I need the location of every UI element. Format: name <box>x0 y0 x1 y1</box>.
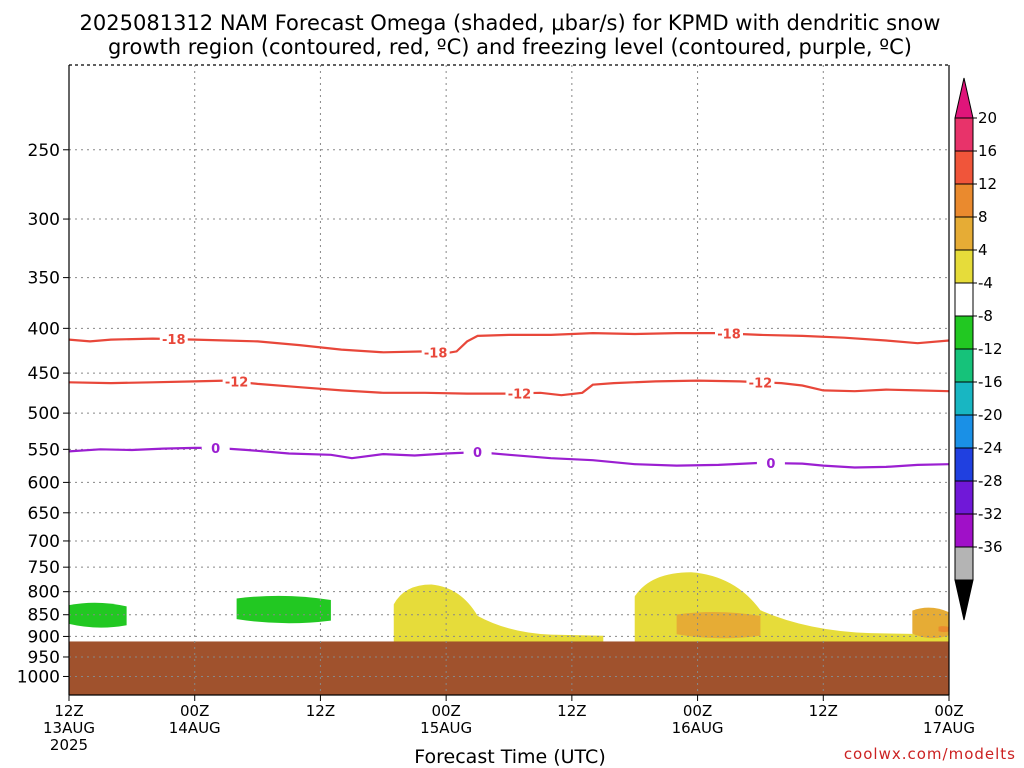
contour-label-bg <box>756 455 785 472</box>
y-tick-label: 700 <box>28 532 60 552</box>
contour-label-bg <box>222 373 251 390</box>
x-tick-label: 16AUG <box>672 719 724 737</box>
colorbar-segment <box>954 216 974 251</box>
x-tick-label: 12Z <box>306 702 335 720</box>
contour-label-bg <box>159 331 188 348</box>
contour-label--18: -18 <box>424 346 448 361</box>
y-tick-label: 400 <box>28 319 60 339</box>
y-tick-label: 500 <box>28 404 60 424</box>
x-axis-title: Forecast Time (UTC) <box>414 746 605 768</box>
shaded-region-2 <box>393 584 604 642</box>
colorbar-segment <box>954 546 974 581</box>
colorbar-label: -32 <box>978 505 1003 523</box>
contour-label--12: -12 <box>749 376 773 391</box>
shaded-region-5 <box>912 607 949 639</box>
colorbar-segment <box>954 117 974 152</box>
shaded-region-0 <box>69 602 127 628</box>
colorbar-segment <box>954 480 974 515</box>
contour-label-bg <box>505 385 534 402</box>
colorbar-segment <box>954 414 974 449</box>
contour-label--18: -18 <box>162 333 186 348</box>
colorbar-segment <box>954 282 974 317</box>
colorbar: 20 16 12 8 4 -4 -8 -12 -16 -20 -24 -28 -32 -36 <box>954 77 1003 621</box>
colorbar-bottom-arrow <box>954 579 974 621</box>
colorbar-label: 16 <box>978 142 997 160</box>
colorbar-label: -12 <box>978 340 1003 358</box>
y-tick-label: 450 <box>28 364 60 384</box>
watermark: coolwx.com/modelts <box>844 745 1016 763</box>
colorbar-label: -8 <box>978 307 993 325</box>
colorbar-segment <box>954 315 974 350</box>
colorbar-segment <box>954 249 974 284</box>
contour-line--18 <box>68 331 950 355</box>
x-tick-label: 13AUG <box>43 719 95 737</box>
contour-label--12: -12 <box>225 376 249 391</box>
contour-label-bg <box>715 325 743 342</box>
x-tick-label: 00Z <box>683 702 712 720</box>
grid-lines <box>69 65 949 695</box>
x-tick-label: 00Z <box>934 702 963 720</box>
y-axis: 2503003504004505005506006507007508008509… <box>17 65 70 695</box>
colorbar-label: -20 <box>978 406 1003 424</box>
x-tick-label: 15AUG <box>420 719 472 737</box>
y-tick-label: 650 <box>28 504 60 524</box>
contour-label-0: 0 <box>211 442 220 457</box>
colorbar-top-arrow <box>954 77 974 119</box>
contour-label-bg <box>463 444 492 461</box>
x-tick-label: 14AUG <box>169 719 221 737</box>
colorbar-label: 20 <box>978 109 997 127</box>
colorbar-segment <box>954 513 974 548</box>
plot-area <box>69 65 949 695</box>
colorbar-segment <box>954 381 974 416</box>
colorbar-label: 4 <box>978 241 988 259</box>
y-tick-label: 800 <box>28 583 60 603</box>
shaded-region-1 <box>236 595 331 624</box>
y-tick-label: 1000 <box>17 667 60 687</box>
contour-label-0: 0 <box>473 446 482 461</box>
shaded-region-4 <box>676 611 761 639</box>
contour-label--18: -18 <box>717 328 741 343</box>
y-tick-label: 300 <box>28 210 60 230</box>
plot-background <box>69 65 949 695</box>
x-tick-label: 12Z <box>809 702 838 720</box>
contour-label-bg <box>201 439 230 456</box>
x-tick-label: 2025 <box>50 736 88 754</box>
colorbar-label: -28 <box>978 472 1003 490</box>
colorbar-label: 8 <box>978 208 988 226</box>
contours: -18 -18 -18 -12 -12 -12 0 0 0 <box>68 325 950 472</box>
chart-title-line-1: 2025081312 NAM Forecast Omega (shaded, μ… <box>80 11 941 35</box>
y-tick-label: 550 <box>28 440 60 460</box>
x-tick-label: 12Z <box>54 702 83 720</box>
y-tick-label: 600 <box>28 473 60 493</box>
colorbar-segment <box>954 447 974 482</box>
colorbar-label: -16 <box>978 373 1003 391</box>
x-tick-label: 12Z <box>557 702 586 720</box>
y-tick-label: 850 <box>28 606 60 626</box>
colorbar-segment <box>954 150 974 185</box>
colorbar-label: -24 <box>978 439 1003 457</box>
colorbar-segment <box>954 348 974 383</box>
contour-label-bg <box>421 344 450 361</box>
colorbar-segment <box>954 183 974 218</box>
y-tick-label: 900 <box>28 627 60 647</box>
contour-label-bg <box>746 374 775 391</box>
contour-label--12: -12 <box>508 387 532 402</box>
y-tick-label: 250 <box>28 141 60 161</box>
shaded-region-6 <box>938 626 949 633</box>
x-tick-label: 17AUG <box>923 719 975 737</box>
x-tick-label: 00Z <box>431 702 460 720</box>
ground-fill <box>69 641 949 695</box>
y-tick-label: 750 <box>28 558 60 578</box>
y-tick-label: 350 <box>28 269 60 289</box>
x-tick-label: 00Z <box>180 702 209 720</box>
colorbar-label: -4 <box>978 274 993 292</box>
colorbar-label: 12 <box>978 175 997 193</box>
y-tick-label: 950 <box>28 648 60 668</box>
chart-title-line-2: growth region (contoured, red, ºC) and f… <box>108 35 912 59</box>
colorbar-label: -36 <box>978 538 1003 556</box>
contour-label-0: 0 <box>766 457 775 472</box>
ground-layer <box>69 641 949 695</box>
